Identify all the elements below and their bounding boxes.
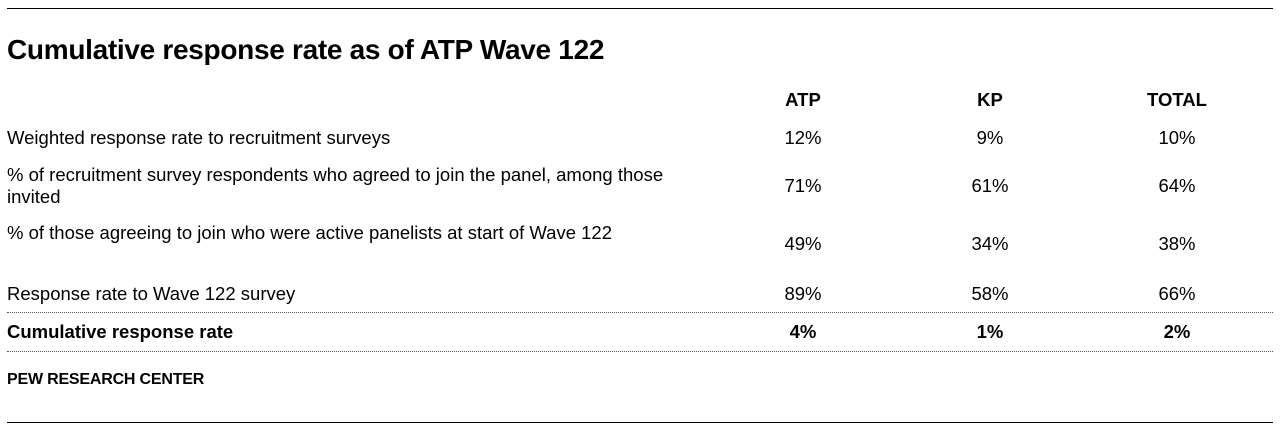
cell-kp: 1% bbox=[976, 321, 1004, 342]
cell-total: 66% bbox=[1158, 283, 1196, 304]
cell-total: 38% bbox=[1158, 233, 1196, 254]
dotted-divider bbox=[7, 351, 1273, 352]
cell-total: 10% bbox=[1158, 127, 1196, 148]
cell-atp: 71% bbox=[784, 175, 822, 196]
cell-kp: 58% bbox=[971, 283, 1009, 304]
bottom-rule bbox=[7, 422, 1273, 423]
column-header-atp: ATP bbox=[785, 89, 821, 110]
row-label: % of those agreeing to join who were act… bbox=[7, 222, 613, 243]
cell-kp: 61% bbox=[971, 175, 1009, 196]
row-label: Cumulative response rate bbox=[7, 321, 234, 342]
dotted-divider bbox=[7, 312, 1273, 313]
chart-title: Cumulative response rate as of ATP Wave … bbox=[7, 34, 605, 65]
column-header-total: TOTAL bbox=[1147, 89, 1207, 110]
cell-atp: 4% bbox=[789, 321, 817, 342]
cell-kp: 34% bbox=[971, 233, 1009, 254]
cell-kp: 9% bbox=[976, 127, 1004, 148]
row-label: Response rate to Wave 122 survey bbox=[7, 283, 296, 304]
source-credit: PEW RESEARCH CENTER bbox=[7, 371, 205, 388]
cell-total: 64% bbox=[1158, 175, 1196, 196]
cell-atp: 12% bbox=[784, 127, 822, 148]
row-label: Weighted response rate to recruitment su… bbox=[7, 127, 391, 148]
row-label: % of recruitment survey respondents who … bbox=[7, 164, 664, 207]
top-rule bbox=[7, 8, 1273, 9]
cell-total: 2% bbox=[1163, 321, 1191, 342]
cell-atp: 49% bbox=[784, 233, 822, 254]
cell-atp: 89% bbox=[784, 283, 822, 304]
column-header-kp: KP bbox=[977, 89, 1003, 110]
